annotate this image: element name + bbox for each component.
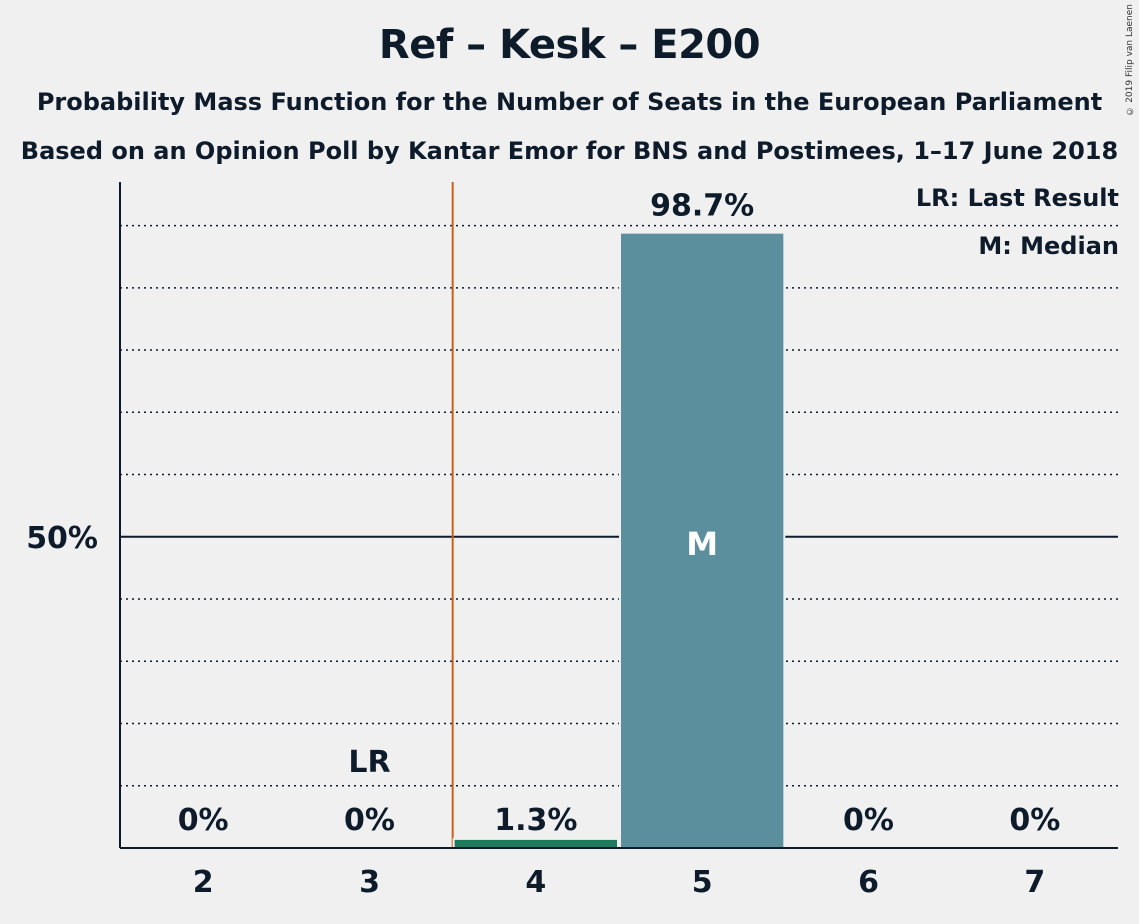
bar-value-label: 0%	[1009, 803, 1060, 838]
chart-subtitle-2: Based on an Opinion Poll by Kantar Emor …	[20, 137, 1119, 165]
chart-title: Ref – Kesk – E200	[378, 22, 761, 68]
bar	[454, 839, 617, 848]
legend-median: M: Median	[978, 232, 1119, 260]
bar-value-label: 1.3%	[494, 803, 577, 838]
x-tick-label: 7	[1024, 865, 1045, 900]
y-tick-label: 50%	[26, 521, 98, 556]
bar	[621, 233, 784, 848]
bar-value-label: 0%	[344, 803, 395, 838]
chart-subtitle-1: Probability Mass Function for the Number…	[36, 88, 1103, 116]
x-tick-label: 3	[359, 865, 380, 900]
x-tick-label: 6	[858, 865, 879, 900]
legend-last-result: LR: Last Result	[915, 184, 1119, 212]
bar-value-label: 98.7%	[650, 189, 754, 224]
bar-value-label: 0%	[178, 803, 229, 838]
x-tick-label: 2	[193, 865, 214, 900]
bar-value-label: 0%	[843, 803, 894, 838]
last-result-marker: LR	[348, 745, 390, 780]
median-marker: M	[686, 525, 718, 563]
x-tick-label: 4	[525, 865, 546, 900]
x-tick-label: 5	[692, 865, 713, 900]
